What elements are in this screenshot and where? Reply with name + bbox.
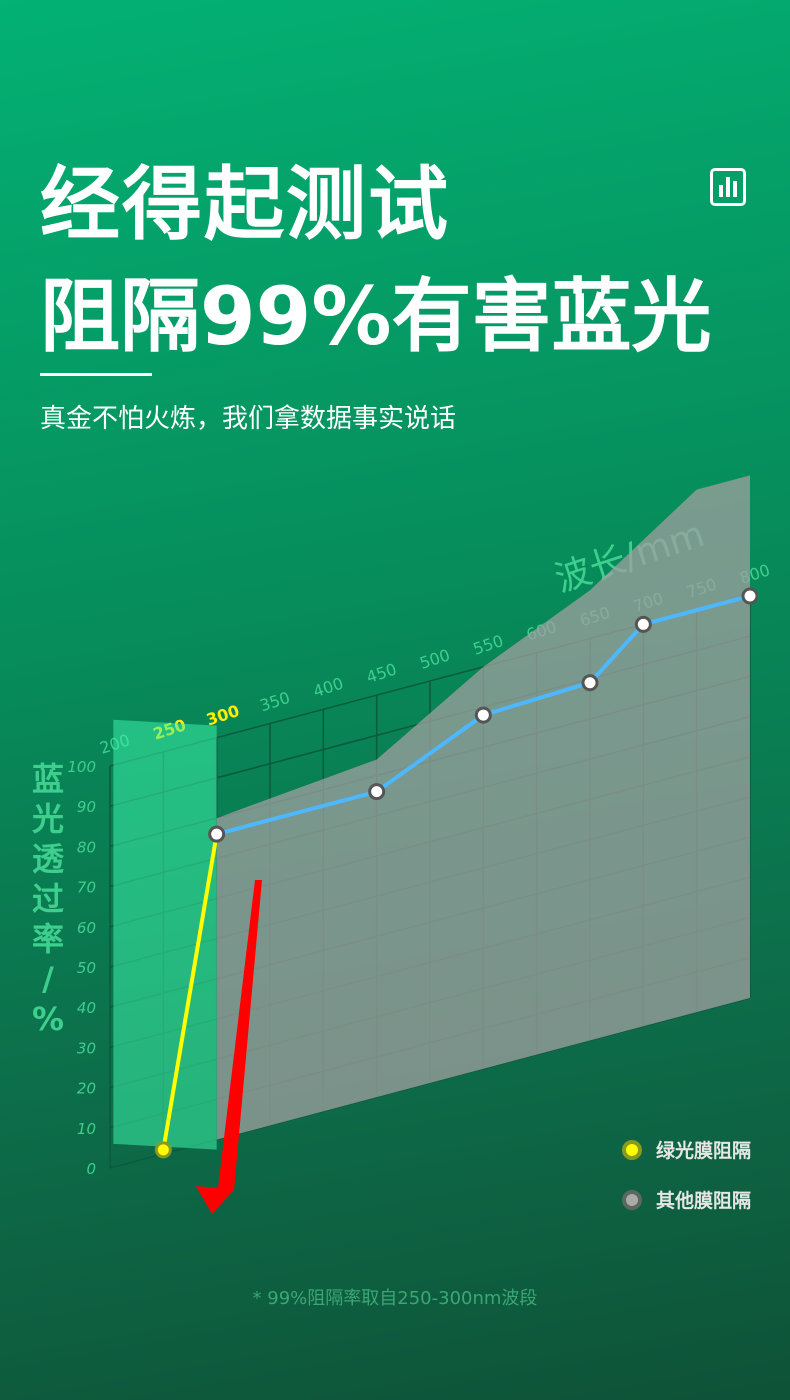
- series-line-0: [161, 833, 219, 1151]
- title-line2: 阻隔99%有害蓝光: [40, 270, 712, 363]
- y-tick-label: 20: [77, 1080, 96, 1098]
- y-axis-label-char: %: [32, 1000, 64, 1038]
- y-tick-label: 90: [77, 798, 96, 816]
- data-point: [208, 825, 226, 843]
- y-axis-label-char: 光: [32, 800, 64, 838]
- y-axis-label-char: 蓝: [32, 760, 64, 798]
- data-point: [474, 706, 492, 724]
- data-point: [368, 783, 386, 801]
- red-arrow: [196, 880, 262, 1214]
- y-tick-label: 100: [67, 758, 96, 776]
- divider: [40, 373, 152, 376]
- y-tick-label: 70: [77, 879, 96, 897]
- series-line-1: [216, 594, 751, 837]
- x-tick-label: 550: [471, 631, 506, 659]
- data-point: [154, 1141, 172, 1159]
- x-tick-label: 300: [204, 701, 242, 729]
- y-axis-label-char: 透: [32, 840, 64, 878]
- green-film-box: [113, 719, 217, 1150]
- y-tick-label: 60: [77, 919, 96, 937]
- other-film-area: [216, 475, 750, 1140]
- legend-item-green: 绿光膜阻隔: [622, 1136, 751, 1163]
- x-tick-label: 500: [417, 645, 452, 673]
- x-tick-label: 350: [257, 688, 292, 716]
- title-line1: 经得起测试: [40, 158, 450, 251]
- bar-chart-icon: [710, 168, 746, 206]
- y-axis-label-char: 率: [32, 920, 64, 958]
- legend-label: 绿光膜阻隔: [656, 1140, 752, 1162]
- y-tick-label: 50: [77, 959, 96, 977]
- x-tick-label: 400: [311, 674, 346, 702]
- y-tick-label: 30: [77, 1039, 96, 1057]
- data-point: [581, 674, 599, 692]
- x-tick-label: 450: [364, 659, 399, 687]
- y-axis-label-char: /: [42, 960, 54, 998]
- legend-item-other: 其他膜阻隔: [622, 1186, 751, 1213]
- data-point: [634, 615, 652, 633]
- chart: 0102030405060708090100200250300350400450…: [32, 475, 772, 1214]
- y-tick-label: 80: [77, 838, 96, 856]
- y-tick-label: 40: [77, 999, 96, 1017]
- data-point: [741, 587, 759, 605]
- footnote: * 99%阻隔率取自250-300nm波段: [252, 1288, 538, 1309]
- y-tick-label: 10: [77, 1120, 96, 1138]
- y-axis-label-char: 过: [32, 880, 64, 918]
- y-tick-label: 0: [86, 1160, 96, 1178]
- subtitle: 真金不怕火炼，我们拿数据事实说话: [40, 404, 457, 434]
- legend-label: 其他膜阻隔: [656, 1190, 752, 1212]
